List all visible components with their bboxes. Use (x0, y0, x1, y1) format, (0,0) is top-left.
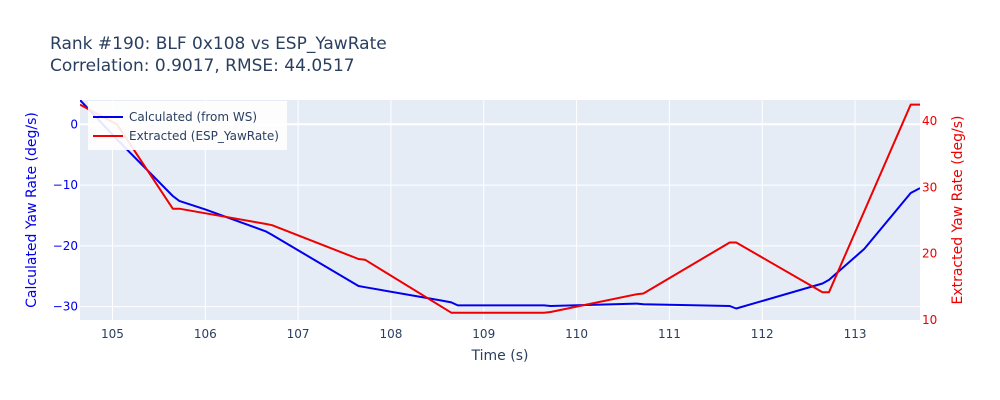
y-left-tick-label: 0 (70, 117, 78, 131)
legend-label-extracted: Extracted (ESP_YawRate) (129, 129, 279, 143)
y-left-tick-labels: 0 −10 −20 −30 (53, 117, 78, 313)
x-grid (111, 100, 856, 320)
y-right-tick-label: 30 (922, 180, 937, 194)
x-tick-label: 113 (844, 327, 867, 341)
y-left-axis-title: Calculated Yaw Rate (deg/s) (24, 112, 40, 308)
x-tick-label: 109 (472, 327, 495, 341)
x-axis-title: Time (s) (471, 348, 529, 364)
legend-label-calculated: Calculated (from WS) (129, 110, 257, 124)
x-tick-label: 106 (194, 327, 217, 341)
x-tick-label: 112 (751, 327, 774, 341)
series-line-extracted (80, 103, 920, 314)
x-tick-labels: 105 106 107 108 109 110 111 112 113 (101, 327, 866, 341)
legend[interactable]: Calculated (from WS) Extracted (ESP_YawR… (88, 101, 287, 150)
x-tick-label: 105 (101, 327, 124, 341)
y-left-tick-label: −10 (53, 178, 78, 192)
legend-item-calculated[interactable]: Calculated (from WS) (93, 110, 257, 124)
y-right-axis-title: Extracted Yaw Rate (deg/s) (950, 115, 966, 304)
x-tick-label: 111 (658, 327, 681, 341)
x-tick-label: 110 (565, 327, 588, 341)
legend-box (88, 101, 287, 150)
y-right-tick-labels: 10 20 30 40 (922, 114, 937, 327)
chart-title-line1: Rank #190: BLF 0x108 vs ESP_YawRate (50, 34, 387, 54)
x-tick-label: 107 (287, 327, 310, 341)
y-right-tick-label: 10 (922, 313, 937, 327)
y-right-tick-label: 40 (922, 114, 937, 128)
chart-title-line2: Correlation: 0.9017, RMSE: 44.0517 (50, 56, 355, 76)
x-tick-label: 108 (379, 327, 402, 341)
legend-item-extracted[interactable]: Extracted (ESP_YawRate) (93, 129, 279, 143)
y-right-tick-label: 20 (922, 247, 937, 261)
y-left-tick-label: −20 (53, 239, 78, 253)
y-left-tick-label: −30 (53, 300, 78, 314)
